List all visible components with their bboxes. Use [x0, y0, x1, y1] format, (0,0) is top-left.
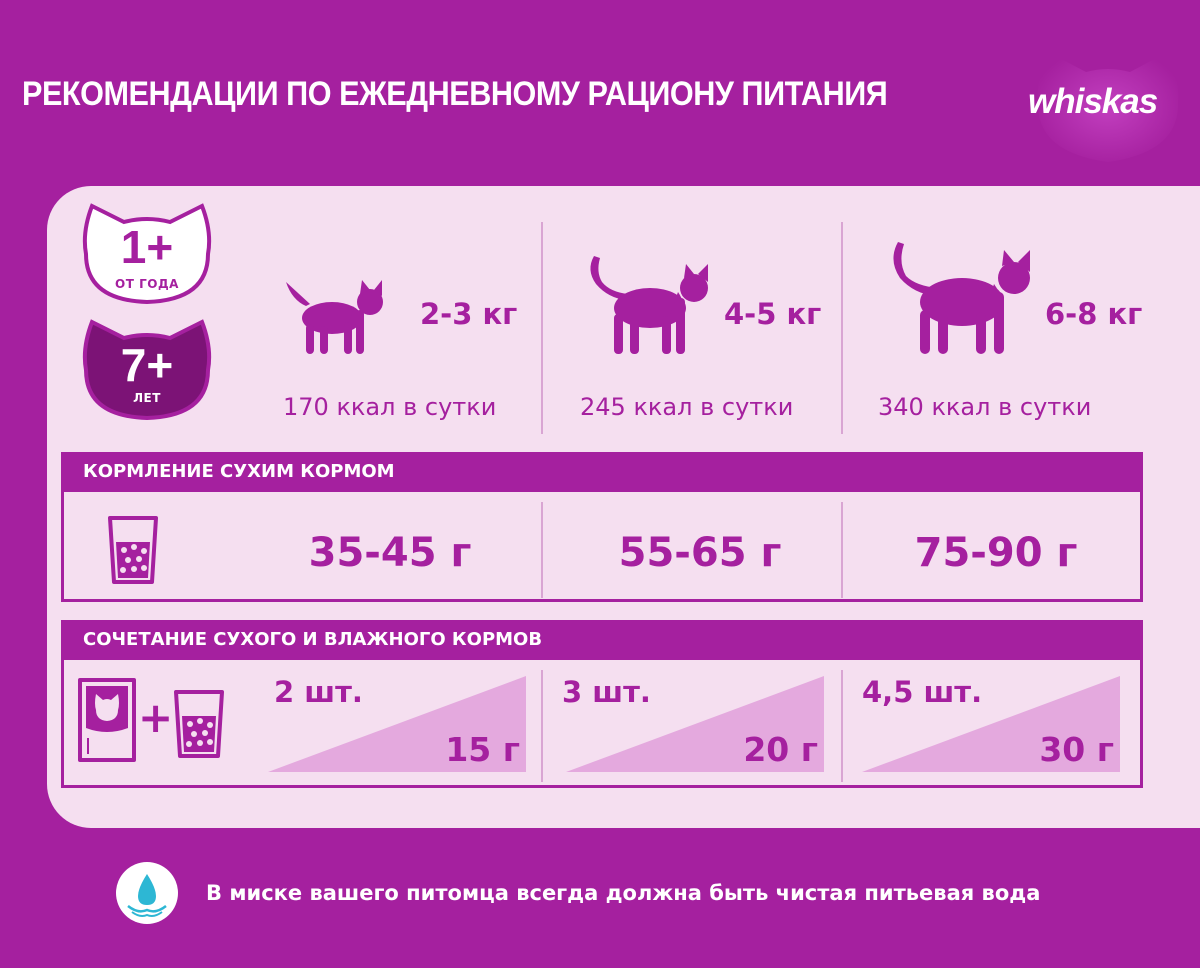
pouch-count-medium: 3 шт.	[562, 675, 651, 709]
ratio-triangle	[268, 676, 526, 772]
column-divider	[841, 502, 843, 598]
whiskas-logo	[1037, 52, 1179, 162]
age-badge-1-label: ОТ ГОДА	[115, 277, 179, 291]
dry-portion-medium: 55-65 г	[618, 530, 782, 576]
age-badge-7-label: ЛЕТ	[133, 391, 161, 405]
combined-feeding-heading: СОЧЕТАНИЕ СУХОГО И ВЛАЖНОГО КОРМОВ	[61, 620, 1143, 660]
weight-label-small: 2-3 кг	[420, 297, 518, 331]
column-divider	[541, 502, 543, 598]
age-badge-7-icon	[82, 319, 212, 421]
combined-dry-small: 15 г	[445, 730, 520, 769]
water-drop-icon	[116, 862, 178, 924]
kcal-label-small: 170 ккал в сутки	[283, 393, 497, 421]
dry-feeding-heading: КОРМЛЕНИЕ СУХИМ КОРМОМ	[61, 452, 1143, 492]
wet-food-pouch-icon	[78, 678, 136, 762]
age-badge-1-number: 1+	[120, 221, 174, 273]
brand-wordmark: whiskas	[1028, 82, 1158, 121]
large-cat-icon	[893, 242, 1030, 354]
pouch-count-large: 4,5 шт.	[862, 675, 983, 709]
kcal-label-medium: 245 ккал в сутки	[580, 393, 794, 421]
ratio-triangle	[862, 676, 1120, 772]
age-badge-1-icon	[82, 203, 212, 305]
column-divider	[841, 222, 843, 434]
weight-label-medium: 4-5 кг	[724, 297, 822, 331]
dry-food-cup-icon	[174, 690, 224, 758]
ratio-triangle	[566, 676, 824, 772]
small-cat-icon	[286, 280, 383, 354]
weight-label-large: 6-8 кг	[1045, 297, 1143, 331]
dry-portion-large: 75-90 г	[914, 530, 1078, 576]
plus-icon: +	[138, 693, 174, 742]
column-divider	[841, 670, 843, 782]
age-badge-7-number: 7+	[120, 339, 174, 391]
combined-dry-large: 30 г	[1039, 730, 1114, 769]
dry-food-cup-icon	[108, 516, 158, 584]
pouch-count-small: 2 шт.	[274, 675, 363, 709]
column-divider	[541, 670, 543, 782]
medium-cat-icon	[590, 256, 708, 354]
column-divider	[541, 222, 543, 434]
page-title: РЕКОМЕНДАЦИИ ПО ЕЖЕДНЕВНОМУ РАЦИОНУ ПИТА…	[22, 75, 888, 113]
kcal-label-large: 340 ккал в сутки	[878, 393, 1092, 421]
water-note: В миске вашего питомца всегда должна быт…	[206, 881, 1041, 905]
combined-dry-medium: 20 г	[743, 730, 818, 769]
dry-portion-small: 35-45 г	[308, 530, 472, 576]
